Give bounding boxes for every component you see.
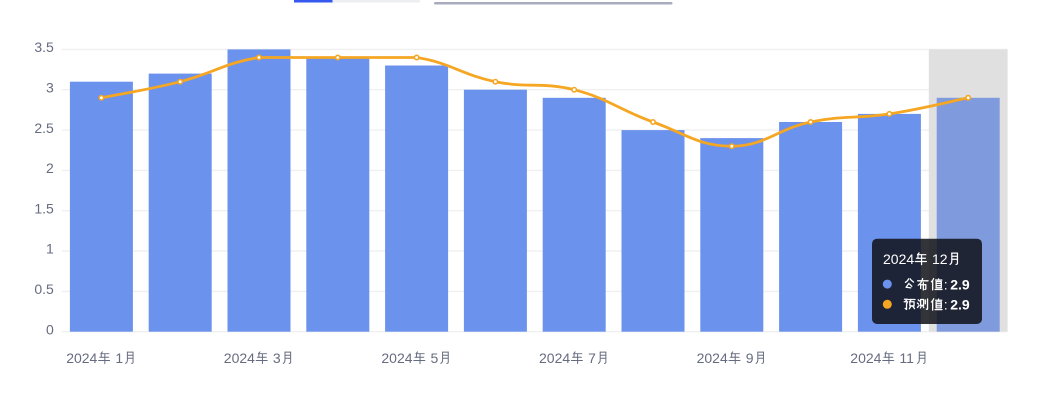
svg-text:5: 5: [431, 350, 439, 366]
svg-text:1: 1: [46, 241, 54, 257]
svg-text:2024: 2024: [539, 350, 570, 366]
svg-text:7: 7: [588, 350, 596, 366]
svg-text:2024: 2024: [66, 350, 97, 366]
svg-text:2.9: 2.9: [950, 276, 970, 292]
svg-text:2.5: 2.5: [34, 120, 54, 136]
svg-text:2024: 2024: [381, 350, 412, 366]
svg-text:2: 2: [46, 160, 54, 176]
svg-text:9: 9: [746, 350, 754, 366]
svg-text:2024: 2024: [850, 350, 881, 366]
svg-text:0.5: 0.5: [34, 281, 54, 297]
svg-text:1.5: 1.5: [34, 200, 54, 216]
svg-text:2024: 2024: [224, 350, 255, 366]
svg-text:3: 3: [46, 79, 54, 95]
svg-text:2.9: 2.9: [950, 297, 970, 313]
svg-text::: :: [944, 297, 948, 313]
svg-text:2024: 2024: [697, 350, 728, 366]
svg-text:2024: 2024: [883, 251, 914, 267]
svg-text:11: 11: [899, 350, 914, 366]
svg-text::: :: [944, 276, 948, 292]
svg-text:3: 3: [273, 350, 281, 366]
svg-text:0: 0: [46, 321, 54, 337]
svg-text:3.5: 3.5: [34, 39, 54, 55]
svg-text:1: 1: [115, 350, 123, 366]
svg-text:12: 12: [932, 251, 948, 267]
